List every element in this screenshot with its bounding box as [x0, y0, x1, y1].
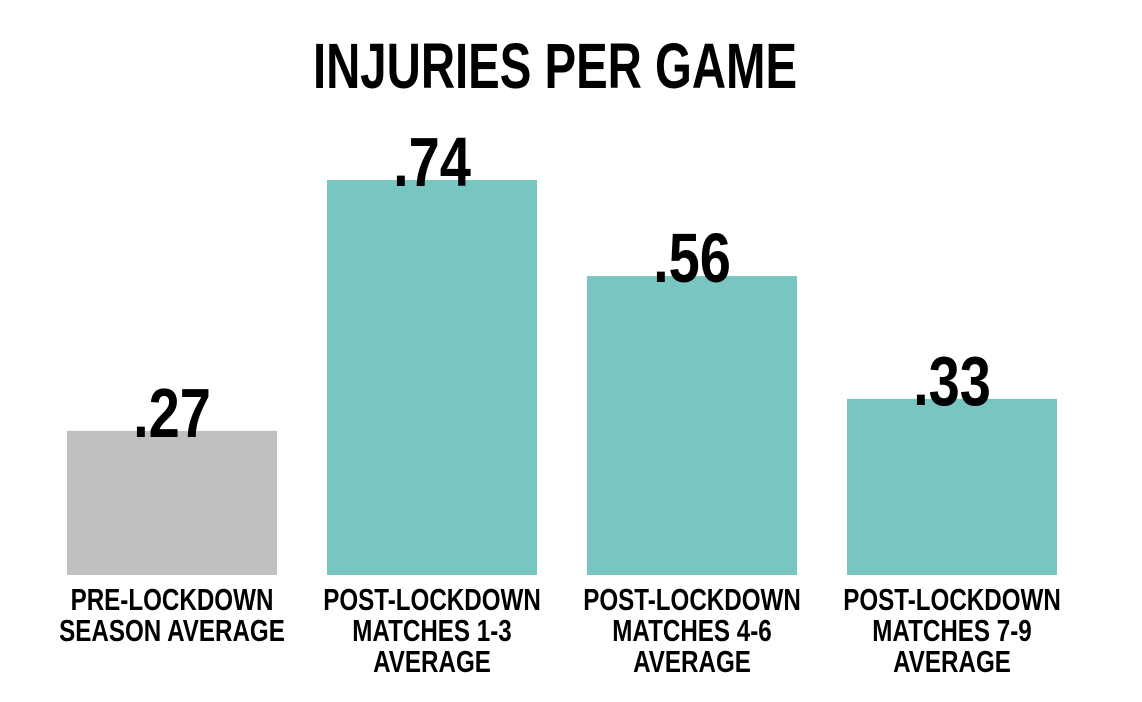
category-label: POST-LOCKDOWN MATCHES 4-6 AVERAGE — [583, 582, 801, 679]
bar — [67, 430, 277, 575]
value-label: .33 — [913, 343, 991, 420]
bar — [327, 180, 537, 575]
value-label: .74 — [393, 124, 471, 201]
bar — [847, 398, 1057, 575]
chart-title: INJURIES PER GAME — [313, 30, 797, 102]
category-label: POST-LOCKDOWN MATCHES 1-3 AVERAGE — [323, 582, 541, 679]
category-label: PRE-LOCKDOWN SEASON AVERAGE — [59, 582, 285, 648]
bar — [587, 276, 797, 575]
value-label: .56 — [653, 220, 731, 297]
category-label: POST-LOCKDOWN MATCHES 7-9 AVERAGE — [843, 582, 1061, 679]
value-label: .27 — [133, 375, 211, 452]
